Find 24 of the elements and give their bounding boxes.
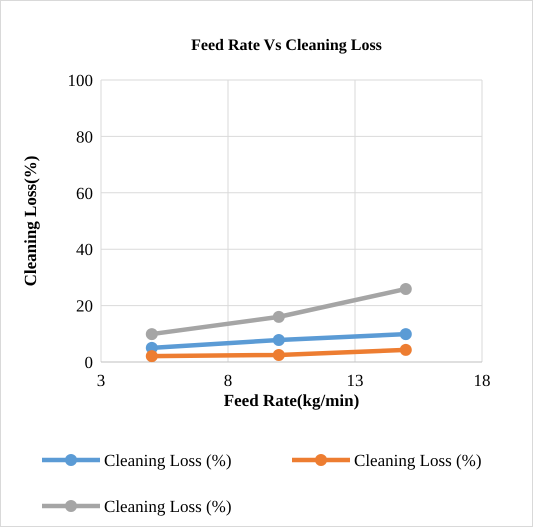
x-axis-title: Feed Rate(kg/min) xyxy=(224,391,360,410)
x-tick-label: 8 xyxy=(224,371,232,390)
point xyxy=(400,328,412,340)
legend-label: Cleaning Loss (%) xyxy=(104,496,232,516)
y-tick-label: 20 xyxy=(76,296,93,316)
point xyxy=(146,350,158,362)
legend-label: Cleaning Loss (%) xyxy=(104,450,232,470)
y-tick-label: 60 xyxy=(76,184,93,203)
x-tick-label: 3 xyxy=(96,371,106,390)
point xyxy=(272,334,285,346)
y-tick-label: 40 xyxy=(76,240,93,260)
point xyxy=(400,344,412,356)
legend-label: Cleaning Loss (%) xyxy=(354,450,482,470)
y-tick-label: 80 xyxy=(76,127,93,146)
chart-title: Feed Rate Vs Cleaning Loss xyxy=(191,37,382,54)
y-tick-label: 0 xyxy=(84,352,93,372)
point xyxy=(146,328,158,340)
y-axis-title: Cleaning Loss(%) xyxy=(21,156,40,286)
y-tick-label: 100 xyxy=(68,70,93,90)
point xyxy=(400,282,412,295)
point xyxy=(272,348,285,361)
point xyxy=(272,310,285,323)
x-tick-label: 18 xyxy=(474,371,490,390)
x-tick-label: 13 xyxy=(346,371,364,390)
